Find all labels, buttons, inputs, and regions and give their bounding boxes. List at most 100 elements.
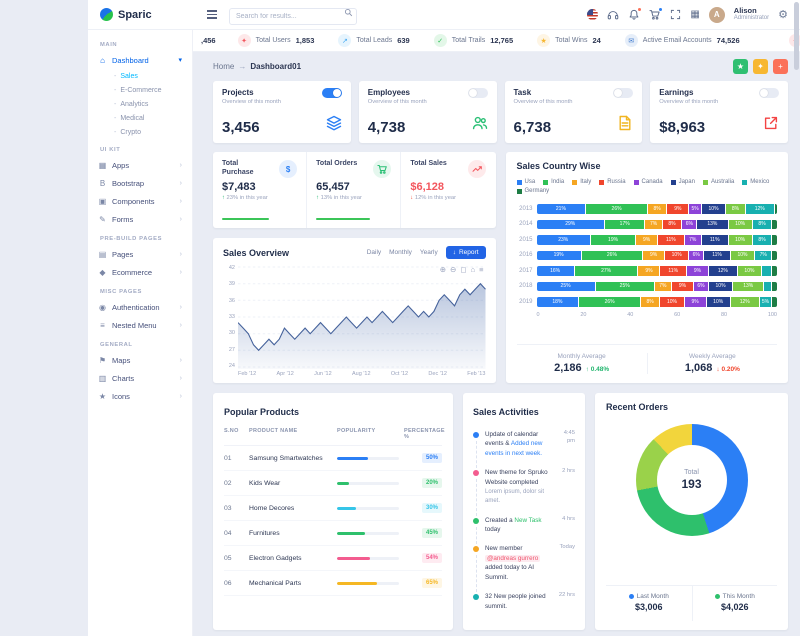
ticker-item-value: 1,853 [295,36,315,45]
selection-icon[interactable]: ◻ [460,265,467,274]
country-footer: Monthly Average 2,186 ↑ 0.48% Weekly Ave… [516,344,777,374]
y-tick: 27 [228,346,235,353]
apps-grid-icon[interactable]: ▦ [690,8,700,20]
year-label: 2013 [519,205,533,212]
products-table-body: 01 Samsung Smartwatches 50% 02 Kids Wear 20% 0… [224,446,442,596]
sidebar-item-dashboard[interactable]: ⌂ Dashboard ▾ [88,51,192,69]
menu-icon[interactable]: ≡ [479,265,484,274]
sidebar-item-bootstrap[interactable]: B Bootstrap › [88,174,192,192]
legend-swatch [599,179,605,185]
chevron-right-icon: › [179,268,182,276]
trend-down-icon: ↓ [410,195,414,201]
sidebar-item-components[interactable]: ▣ Components › [88,192,192,210]
tab-yearly[interactable]: Yearly [419,249,438,256]
avatar[interactable]: A [708,6,725,23]
earnings-toggle[interactable] [759,88,779,98]
orders-donut-chart: Total 193 [635,424,748,536]
cart-icon[interactable] [649,6,664,21]
logo[interactable]: Sparic [88,8,193,21]
sidebar-item-maps[interactable]: ⚑ Maps › [88,351,192,369]
ticker-item-value: 74,526 [716,36,740,45]
chart-toolbar: ⊕ ⊖ ◻ ⌂ ≡ [440,265,484,274]
last-month-value: $3,006 [634,602,663,613]
users-icon: ✦ [237,34,251,47]
sidebar-subitem-medical[interactable]: - Medical [88,111,192,125]
sidebar-subitem-sales[interactable]: - Sales [88,69,192,83]
orders-legend-this-month: This Month $4,026 [691,586,778,622]
search-icon[interactable] [344,8,353,17]
sidebar-subitem-analytics[interactable]: - Analytics [88,97,192,111]
sidebar-item-authentication[interactable]: ◉ Authentication › [88,298,192,316]
apps-icon: ▦ [98,160,107,170]
nested-icon: ≡ [100,320,105,330]
sidebar-item-label: Pages [112,249,134,259]
fullscreen-icon[interactable] [670,9,681,20]
activity-link[interactable]: Added new events in next week. [485,440,543,457]
y-tick: 33 [228,313,235,320]
tab-monthly[interactable]: Monthly [389,249,412,256]
bar-segment: 12% [708,266,737,276]
product-sno: 03 [224,504,232,512]
summary-total-orders: Total Orders 65,457 ↑ 13% in this year [307,152,402,228]
task-toggle[interactable] [613,88,634,98]
sidebar-subitem-crypto[interactable]: - Crypto [88,125,192,139]
legend-swatch [543,179,549,185]
support-headset-icon[interactable] [607,9,619,21]
this-month-dot [714,594,720,600]
sidebar-item-charts[interactable]: ▥ Charts › [88,369,192,387]
sidebar-subitem-e-commerce[interactable]: - E-Commerce [88,83,192,97]
us-flag-icon[interactable] [587,9,599,20]
zoom-out-icon[interactable]: ⊖ [450,265,457,274]
monthly-average-change: ↑ 0.48% [585,366,610,373]
ticker-item-label: Total Wins [555,37,588,44]
dash-icon: - [114,72,117,80]
quick-action-sparkle-button[interactable]: ✦ [753,59,768,74]
sidebar-item-nested-menu[interactable]: ≡ Nested Menu › [88,316,192,334]
activity-link[interactable]: New Task [514,516,542,524]
breadcrumb-home[interactable]: Home [213,62,235,71]
leads-icon: ↗ [338,34,352,47]
bar-segment [764,281,772,291]
projects-toggle[interactable] [321,88,342,98]
sidebar-item-ecommerce[interactable]: ◆ Ecommerce › [88,263,192,281]
bar-segment: 9% [667,204,689,214]
notifications-bell-icon[interactable] [628,6,643,21]
bar-segment: 25% [536,281,595,291]
sidebar-item-forms[interactable]: ✎ Forms › [88,210,192,228]
activity-item: Update of calendar events & Added new ev… [473,430,575,469]
country-bar-row: 2019 18% 26% 8% 10% 9% 10% 12% 5% [517,297,777,307]
percentage-badge: 45% [421,528,442,538]
country-bar-row: 2015 23% 19% 9% 11% 7% 11% 10% 8% [517,235,777,245]
sidebar-item-icons[interactable]: ★ Icons › [88,387,192,405]
sidebar-toggle-icon[interactable] [207,10,217,19]
summary-title: Total Purchase [222,160,254,176]
app-window: Sparic ▦ A [88,0,800,636]
sidebar-item-pages[interactable]: ▤ Pages › [88,245,192,263]
sidebar-item-apps[interactable]: ▦ Apps › [88,156,192,174]
summary-title: Total Sales [410,160,447,167]
stat-card-title: Task [513,88,532,97]
y-axis-labels: 42 39 36 33 30 27 24 [223,265,235,369]
summary-progress-bar [222,218,269,220]
user-info[interactable]: Alison Administrator [734,6,769,23]
search-input[interactable] [229,7,357,25]
employees-toggle[interactable] [467,88,488,98]
page-scrollbar[interactable] [794,2,799,70]
tab-daily[interactable]: Daily [366,249,382,256]
activity-text: Created a New Task today [485,516,542,533]
product-sno: 04 [224,529,232,537]
quick-action-plus-button[interactable]: + [773,59,788,74]
report-button[interactable]: ↓ Report [445,246,486,259]
bar-segment [772,219,777,229]
quick-action-star-button[interactable]: ★ [733,59,748,74]
bar-segment [772,281,777,291]
home-icon[interactable]: ⌂ [470,265,476,274]
pages-icon: ▤ [98,249,107,259]
bar-segment: 19% [536,250,581,260]
sidebar-subitem-label: Crypto [120,128,141,136]
weekly-average-change: ↓ 0.20% [716,366,740,373]
settings-gear-icon[interactable]: ⚙ [778,9,788,21]
zoom-in-icon[interactable]: ⊕ [439,265,447,274]
stats-ticker: ,456 ✦ Total Users 1,853 ↗ Total Leads 639 ✓ Tot… [193,30,800,52]
sales-overview-chart [238,266,486,369]
